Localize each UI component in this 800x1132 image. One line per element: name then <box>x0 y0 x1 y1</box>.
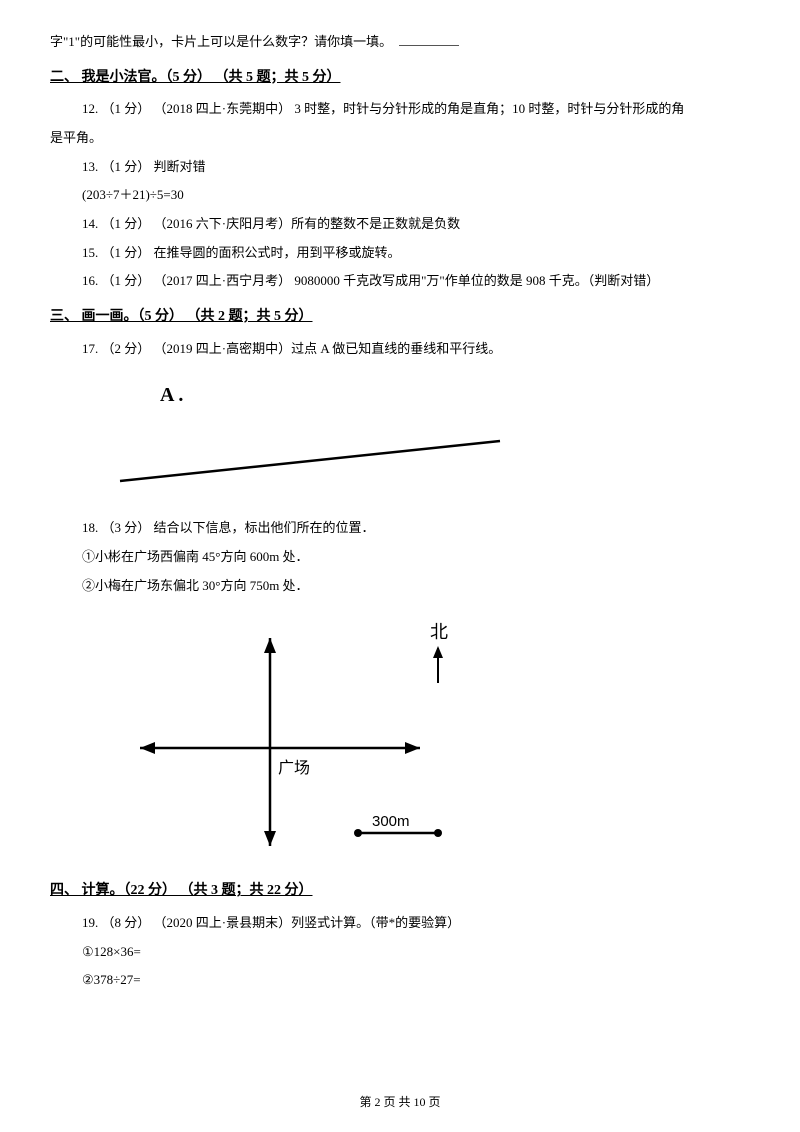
q14-line: 14. （1 分） （2016 六下·庆阳月考）所有的整数不是正数就是负数 <box>50 212 750 237</box>
q19-line-b: ①128×36= <box>50 940 750 965</box>
q19-line-a: 19. （8 分） （2020 四上·景县期末）列竖式计算。（带*的要验算） <box>50 911 750 936</box>
q18-line-c: ②小梅在广场东偏北 30°方向 750m 处． <box>50 574 750 599</box>
q12-line-a: 12. （1 分） （2018 四上·东莞期中） 3 时整，时针与分针形成的角是… <box>50 97 750 122</box>
scale-text: 300m <box>372 813 410 830</box>
compass-svg: 北 广场 300m <box>110 608 510 868</box>
intro-content: 字"1"的可能性最小，卡片上可以是什么数字？请你填一填。 <box>50 34 392 49</box>
q12-line-b: 是平角。 <box>50 126 750 151</box>
q13-line-b: (203÷7＋21)÷5=30 <box>50 183 750 208</box>
section-2-header: 二、 我是小法官。（5 分） （共 5 题；共 5 分） <box>50 65 750 92</box>
blank-fill[interactable] <box>399 32 459 46</box>
page-footer: 第 2 页 共 10 页 <box>0 1091 800 1114</box>
point-a-label: A . <box>160 376 183 414</box>
section-3-header: 三、 画一画。（5 分） （共 2 题；共 5 分） <box>50 304 750 331</box>
q17-line: 17. （2 分） （2019 四上·高密期中）过点 A 做已知直线的垂线和平行… <box>50 337 750 362</box>
q13-line-a: 13. （1 分） 判断对错 <box>50 155 750 180</box>
q15-line: 15. （1 分） 在推导圆的面积公式时，用到平移或旋转。 <box>50 241 750 266</box>
diagram-q18: 北 广场 300m <box>110 608 510 868</box>
diagram-q17: A . <box>110 376 510 496</box>
center-text: 广场 <box>278 759 310 777</box>
q19-line-c: ②378÷27= <box>50 968 750 993</box>
q18-line-a: 18. （3 分） 结合以下信息，标出他们所在的位置． <box>50 516 750 541</box>
north-text: 北 <box>430 622 448 642</box>
q18-line-b: ①小彬在广场西偏南 45°方向 600m 处． <box>50 545 750 570</box>
intro-text: 字"1"的可能性最小，卡片上可以是什么数字？请你填一填。 <box>50 30 750 55</box>
section-4-header: 四、 计算。（22 分） （共 3 题；共 22 分） <box>50 878 750 905</box>
q16-line: 16. （1 分） （2017 四上·西宁月考） 9080000 千克改写成用"… <box>50 269 750 294</box>
